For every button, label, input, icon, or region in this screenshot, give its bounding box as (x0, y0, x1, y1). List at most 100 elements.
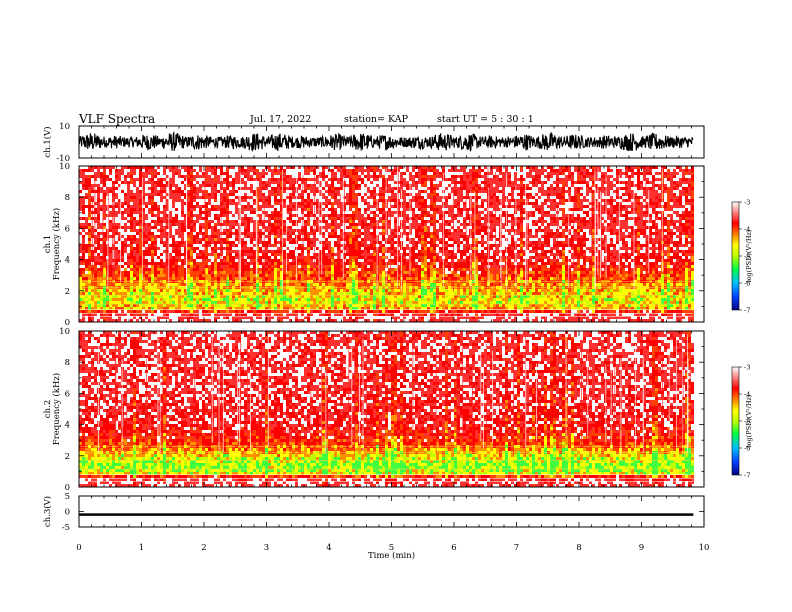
spectrogram-cell (85, 226, 88, 229)
spectrogram-cell (115, 217, 118, 220)
spectrogram-cell (154, 259, 157, 262)
spectrogram-cell (211, 283, 214, 286)
spectrogram-cell (196, 277, 199, 280)
spectrogram-cell (133, 301, 136, 304)
spectrogram-cell (151, 271, 154, 274)
spectrogram-cell (160, 169, 163, 172)
spectrogram-cell (199, 172, 202, 175)
spectrogram-cell (181, 172, 184, 175)
spectrogram-cell (127, 304, 130, 307)
spectrogram-cell (211, 184, 214, 187)
spectrogram-cell (214, 277, 217, 280)
spectrogram-cell (88, 184, 91, 187)
spectrogram-cell (199, 232, 202, 235)
spectrogram-cell (193, 259, 196, 262)
spectrogram-cell (214, 217, 217, 220)
spectrogram-cell (94, 241, 97, 244)
spectrogram-cell (130, 283, 133, 286)
spectrogram-cell (214, 262, 217, 265)
spectrogram-cell (205, 256, 208, 259)
spectrogram-cell (112, 169, 115, 172)
spectrogram-cell (94, 253, 97, 256)
spectrogram-cell (124, 187, 127, 190)
spectrogram-cell (187, 169, 190, 172)
spectrogram-cell (172, 298, 175, 301)
spectrogram-cell (223, 226, 226, 229)
spectrogram-cell (169, 274, 172, 277)
spectrogram-cell (193, 217, 196, 220)
spectrogram-cell (217, 256, 220, 259)
spectrogram-cell (136, 304, 139, 307)
spectrogram-cell (172, 304, 175, 307)
spectrogram-cell (139, 301, 142, 304)
spectrogram-cell (118, 298, 121, 301)
spectrogram-cell (85, 229, 88, 232)
spectrogram-cell (217, 208, 220, 211)
spectrogram-cell (154, 268, 157, 271)
spectrogram-cell (97, 229, 100, 232)
spectrogram-cell (193, 289, 196, 292)
spectrogram-cell (136, 232, 139, 235)
spectrogram-cell (160, 301, 163, 304)
spectrogram-cell (223, 241, 226, 244)
spectrogram-cell (154, 223, 157, 226)
spectrogram-cell (127, 175, 130, 178)
spectrogram-cell (145, 205, 148, 208)
spectrogram-cell (103, 277, 106, 280)
spectrogram-cell (106, 301, 109, 304)
spectrogram-cell (220, 235, 223, 238)
spectrogram-cell (214, 223, 217, 226)
spectrogram-cell (148, 190, 151, 193)
spectrogram-cell (175, 274, 178, 277)
spectrogram-cell (178, 208, 181, 211)
spectrogram-cell (124, 196, 127, 199)
spectrogram-cell (223, 196, 226, 199)
spectrogram-cell (148, 226, 151, 229)
spectrogram-cell (151, 292, 154, 295)
spectrogram-cell (88, 208, 91, 211)
spectrogram-cell (223, 178, 226, 181)
spectrogram-cell (217, 310, 220, 313)
spectrogram-cell (157, 217, 160, 220)
spectrogram-cell (139, 199, 142, 202)
y-tick-label: 10 (59, 122, 70, 132)
spectrogram-cell (220, 256, 223, 259)
spectrogram-cell (211, 172, 214, 175)
spectrogram-cell (130, 187, 133, 190)
spectrogram-cell (94, 259, 97, 262)
spectrogram-cell (148, 196, 151, 199)
spectrogram-cell (109, 253, 112, 256)
spectrogram-cell (160, 283, 163, 286)
spectrogram-cell (124, 220, 127, 223)
spectrogram-cell (181, 232, 184, 235)
spectrogram-cell (145, 190, 148, 193)
spectrogram-cell (190, 193, 193, 196)
spectrogram-cell (136, 271, 139, 274)
spectrogram-cell (208, 214, 211, 217)
spectrogram-cell (127, 196, 130, 199)
spectrogram-cell (160, 193, 163, 196)
spectrogram-cell (88, 229, 91, 232)
spectrogram-cell (121, 202, 124, 205)
spectrogram-cell (136, 226, 139, 229)
spectrogram-cell (94, 196, 97, 199)
spectrogram-cell (115, 241, 118, 244)
spectrogram-cell (91, 175, 94, 178)
spectrogram-cell (88, 199, 91, 202)
spectrogram-cell (175, 175, 178, 178)
spectrogram-cell (223, 175, 226, 178)
spectrogram-cell (85, 247, 88, 250)
spectrogram-cell (85, 283, 88, 286)
spectrogram-cell (196, 181, 199, 184)
spectrogram-cell (232, 184, 235, 187)
spectrogram-cell (193, 250, 196, 253)
spectrogram-cell (232, 172, 235, 175)
spectrogram-cell (196, 202, 199, 205)
spectrogram-cell (151, 217, 154, 220)
spectrogram-cell (220, 310, 223, 313)
spectrogram-cell (163, 298, 166, 301)
spectrogram-cell (211, 226, 214, 229)
spectrogram-cell (139, 226, 142, 229)
spectrogram-cell (199, 304, 202, 307)
spectrogram-cell (220, 214, 223, 217)
